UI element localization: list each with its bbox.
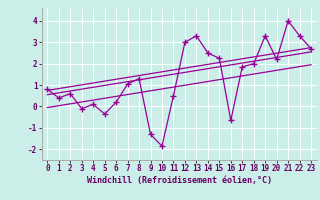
X-axis label: Windchill (Refroidissement éolien,°C): Windchill (Refroidissement éolien,°C): [87, 176, 272, 185]
